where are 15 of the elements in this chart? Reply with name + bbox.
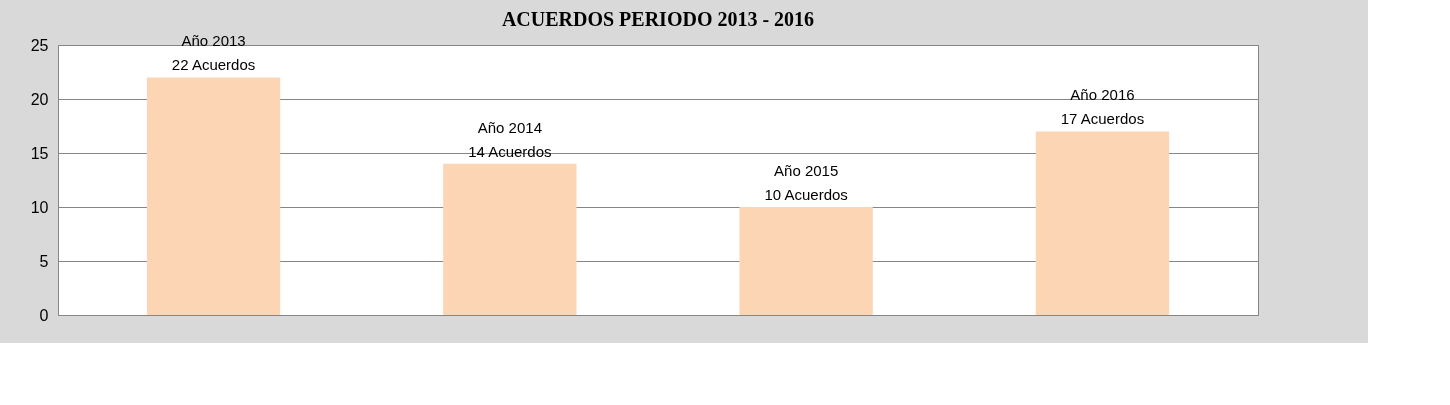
bar xyxy=(443,163,577,315)
bar xyxy=(739,207,873,315)
data-label: Año 2013 22 Acuerdos xyxy=(171,32,256,74)
y-tick-label: 20 xyxy=(30,90,49,108)
y-tick-label: 0 xyxy=(39,306,49,324)
bar xyxy=(146,77,281,315)
y-tick-label: 5 xyxy=(39,252,49,270)
chart-title: ACUERDOS PERIODO 2013 - 2016 xyxy=(501,8,815,31)
bar xyxy=(1035,131,1170,315)
data-label: Año 2016 17 Acuerdos xyxy=(1060,86,1145,128)
y-tick-label: 10 xyxy=(30,198,49,216)
y-tick-label: 25 xyxy=(30,36,49,54)
data-label: Año 2014 14 Acuerdos xyxy=(468,118,552,160)
data-label: Año 2015 10 Acuerdos xyxy=(764,162,848,203)
y-tick-label: 15 xyxy=(30,144,49,162)
